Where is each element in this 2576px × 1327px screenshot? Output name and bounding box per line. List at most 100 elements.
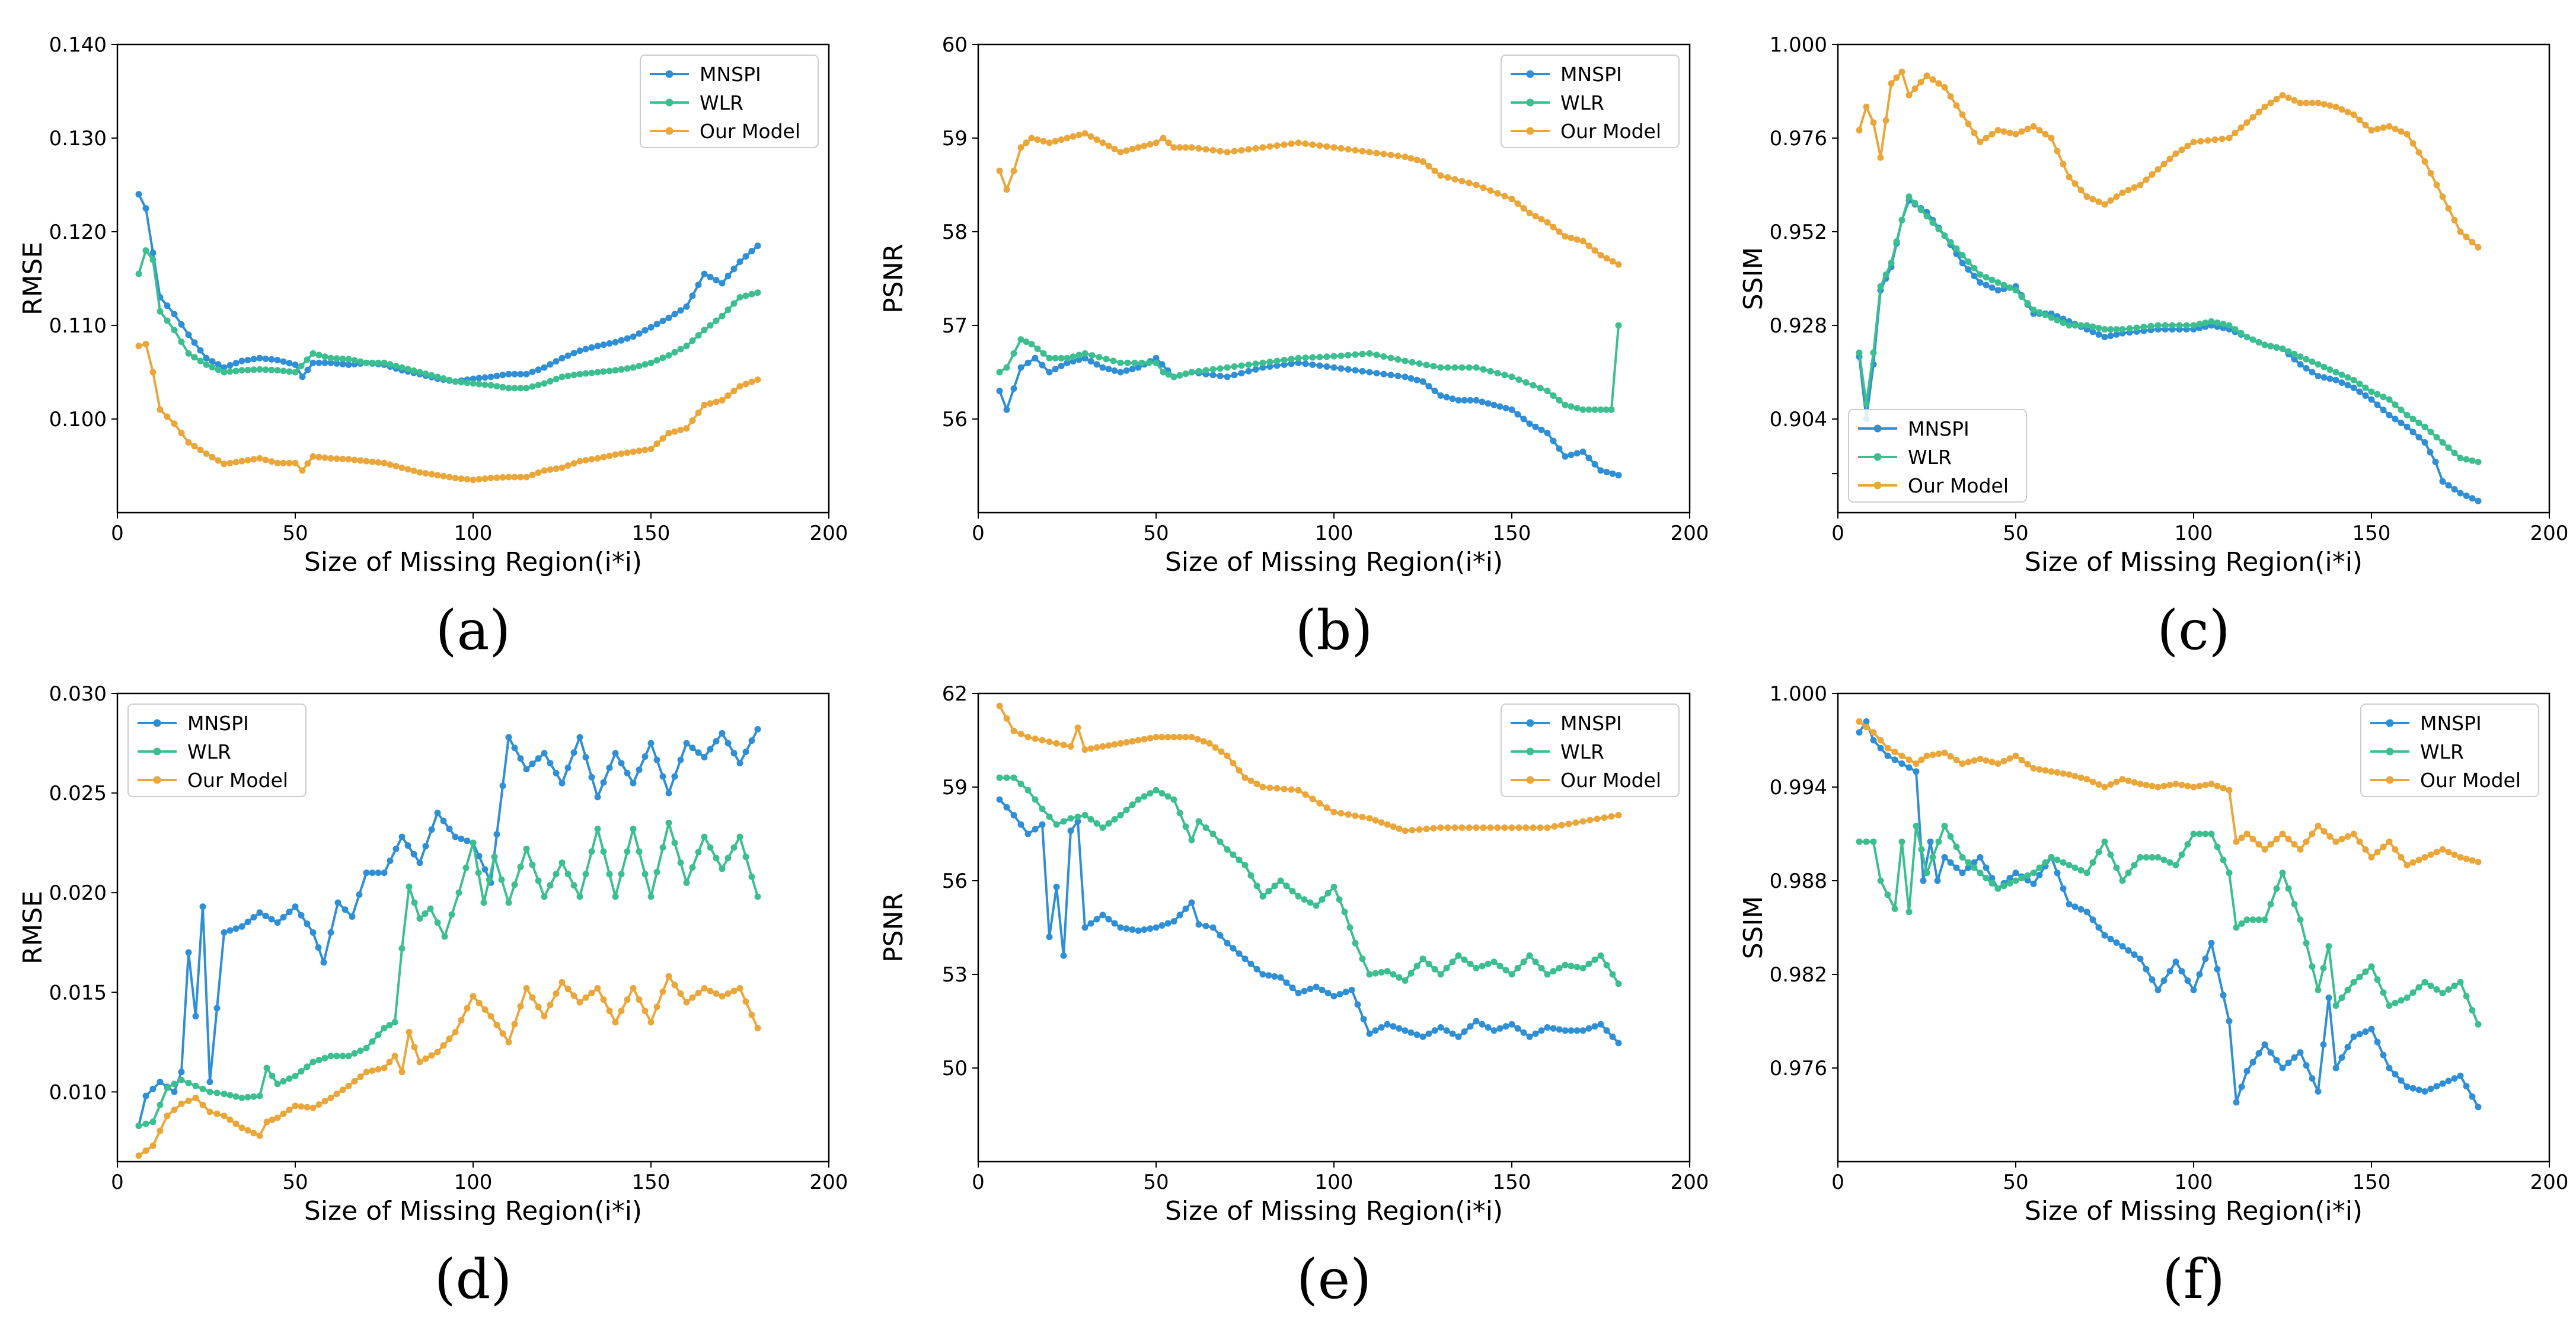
data-point bbox=[238, 923, 245, 930]
data-point bbox=[268, 356, 275, 363]
data-point bbox=[351, 1077, 358, 1085]
data-point bbox=[636, 330, 643, 337]
data-point bbox=[1330, 364, 1338, 371]
data-point bbox=[1443, 965, 1450, 971]
data-point bbox=[1046, 738, 1053, 746]
data-point bbox=[535, 382, 542, 389]
data-point bbox=[1490, 401, 1498, 408]
data-point bbox=[2315, 1088, 2322, 1095]
data-point bbox=[1597, 952, 1604, 959]
data-point bbox=[1538, 1027, 1545, 1034]
data-point bbox=[665, 352, 672, 359]
data-point bbox=[1443, 1027, 1450, 1034]
data-point bbox=[1170, 918, 1177, 925]
data-point bbox=[1983, 282, 1990, 289]
data-point bbox=[2356, 380, 2363, 388]
data-point bbox=[446, 826, 453, 833]
data-point bbox=[588, 989, 595, 996]
data-point bbox=[2344, 374, 2351, 381]
data-point bbox=[541, 893, 548, 900]
data-point bbox=[1017, 821, 1024, 828]
data-point bbox=[2285, 885, 2292, 892]
data-point bbox=[1099, 912, 1106, 919]
data-point bbox=[2166, 782, 2173, 788]
data-point bbox=[192, 1082, 199, 1089]
data-point bbox=[2113, 778, 2120, 785]
data-point bbox=[1923, 869, 1930, 877]
data-point bbox=[2279, 346, 2286, 352]
series-our-model bbox=[996, 702, 1622, 834]
data-point bbox=[1074, 813, 1081, 820]
data-point bbox=[232, 1093, 240, 1100]
data-point bbox=[398, 1069, 406, 1076]
data-point bbox=[334, 899, 341, 906]
data-point bbox=[2332, 838, 2339, 845]
data-point bbox=[1437, 824, 1444, 831]
data-point bbox=[2463, 234, 2470, 241]
data-point bbox=[304, 460, 311, 467]
data-point bbox=[1366, 815, 1373, 822]
data-point bbox=[1423, 826, 1430, 833]
data-point bbox=[1378, 969, 1385, 976]
data-point bbox=[1103, 356, 1110, 363]
data-point bbox=[754, 289, 761, 296]
data-point bbox=[1585, 242, 1592, 250]
data-point bbox=[280, 367, 287, 375]
data-point bbox=[487, 373, 494, 380]
data-point bbox=[452, 475, 459, 481]
data-point bbox=[1266, 784, 1273, 791]
legend-label: WLR bbox=[2420, 740, 2464, 763]
data-point bbox=[1390, 1023, 1397, 1030]
data-point bbox=[269, 1072, 276, 1079]
data-point bbox=[149, 369, 157, 376]
data-point bbox=[1562, 453, 1569, 460]
data-point bbox=[1099, 139, 1106, 146]
data-point bbox=[1230, 945, 1237, 952]
data-point bbox=[226, 459, 234, 466]
data-point bbox=[677, 859, 684, 866]
data-point bbox=[2143, 965, 2150, 973]
data-point bbox=[1863, 838, 1870, 845]
data-point bbox=[1087, 920, 1094, 927]
data-point bbox=[1935, 226, 1942, 233]
data-point bbox=[2469, 1007, 2476, 1014]
data-point bbox=[1977, 139, 1984, 146]
data-point bbox=[411, 899, 418, 906]
data-point bbox=[2445, 1077, 2452, 1085]
data-point bbox=[1870, 737, 1877, 744]
data-point bbox=[1929, 76, 1936, 83]
data-point bbox=[1988, 759, 1996, 766]
x-tick-label: 50 bbox=[1143, 1171, 1169, 1194]
data-point bbox=[689, 744, 696, 752]
data-point bbox=[1965, 266, 1972, 273]
data-point bbox=[1087, 745, 1094, 752]
data-point bbox=[191, 354, 198, 361]
data-point bbox=[274, 459, 281, 466]
data-point bbox=[2095, 331, 2102, 338]
data-point bbox=[2261, 1041, 2268, 1048]
data-point bbox=[636, 363, 643, 369]
data-point bbox=[1609, 1033, 1616, 1040]
data-point bbox=[1891, 756, 1898, 763]
data-point bbox=[2220, 856, 2227, 864]
data-point bbox=[256, 1092, 263, 1099]
data-point bbox=[2291, 841, 2298, 848]
data-point bbox=[363, 1069, 370, 1076]
data-point bbox=[2338, 106, 2345, 113]
data-point bbox=[2457, 1072, 2464, 1079]
data-point bbox=[1609, 971, 1616, 978]
data-point bbox=[582, 457, 589, 463]
data-point bbox=[1965, 864, 1972, 871]
data-point bbox=[2386, 396, 2393, 403]
data-point bbox=[689, 337, 696, 344]
data-point bbox=[2172, 781, 2179, 788]
data-point bbox=[713, 317, 720, 324]
data-point bbox=[754, 242, 761, 250]
data-point bbox=[197, 357, 204, 364]
data-point bbox=[996, 774, 1003, 781]
data-point bbox=[1544, 388, 1551, 395]
data-point bbox=[1309, 361, 1316, 368]
x-tick-label: 200 bbox=[810, 1171, 848, 1194]
